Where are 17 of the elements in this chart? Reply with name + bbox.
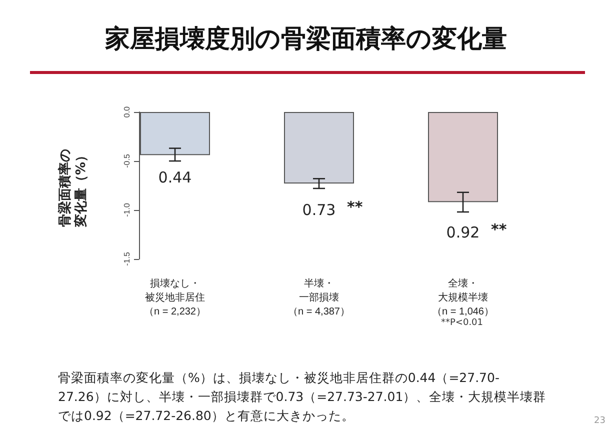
y-tick-label: -1.0 xyxy=(122,202,132,217)
x-tick-label: 損壊なし・被災地非居住（n = 2,232） xyxy=(144,278,206,318)
text: 23 xyxy=(594,416,606,426)
x-tick-label: 全壊・大規模半壊（n = 1,046） xyxy=(432,278,494,318)
y-axis-title: 骨梁面積率の変化量（%） xyxy=(58,148,90,228)
y-tick-label: -1.5 xyxy=(122,252,132,266)
y-tick-label: -0.5 xyxy=(122,154,132,168)
annotation: ** xyxy=(491,220,507,239)
chart-title: 家屋損壊度別の骨梁面積率の変化量 xyxy=(104,23,508,55)
annotation: ** xyxy=(347,198,363,216)
text: **P<0.01 xyxy=(441,318,484,328)
text: 骨梁面積率の変化量（%）は、損壊なし・被災地非居住群の0.44（=27.70-27.26）に対し、半壊・一部損壊群で0.73（=27.73-27.01）、全壊・大規模半壊群では0.92（=27.72-26.80）と有意に大きかった。 xyxy=(58,369,548,425)
y-tick-label: 0.0 xyxy=(122,106,132,118)
annotation: 0.73 xyxy=(302,201,336,220)
x-tick-label: 半壊・一部損壊（n = 4,387） xyxy=(288,278,350,318)
annotation: 0.92 xyxy=(446,224,480,242)
annotation: 0.44 xyxy=(158,168,192,187)
